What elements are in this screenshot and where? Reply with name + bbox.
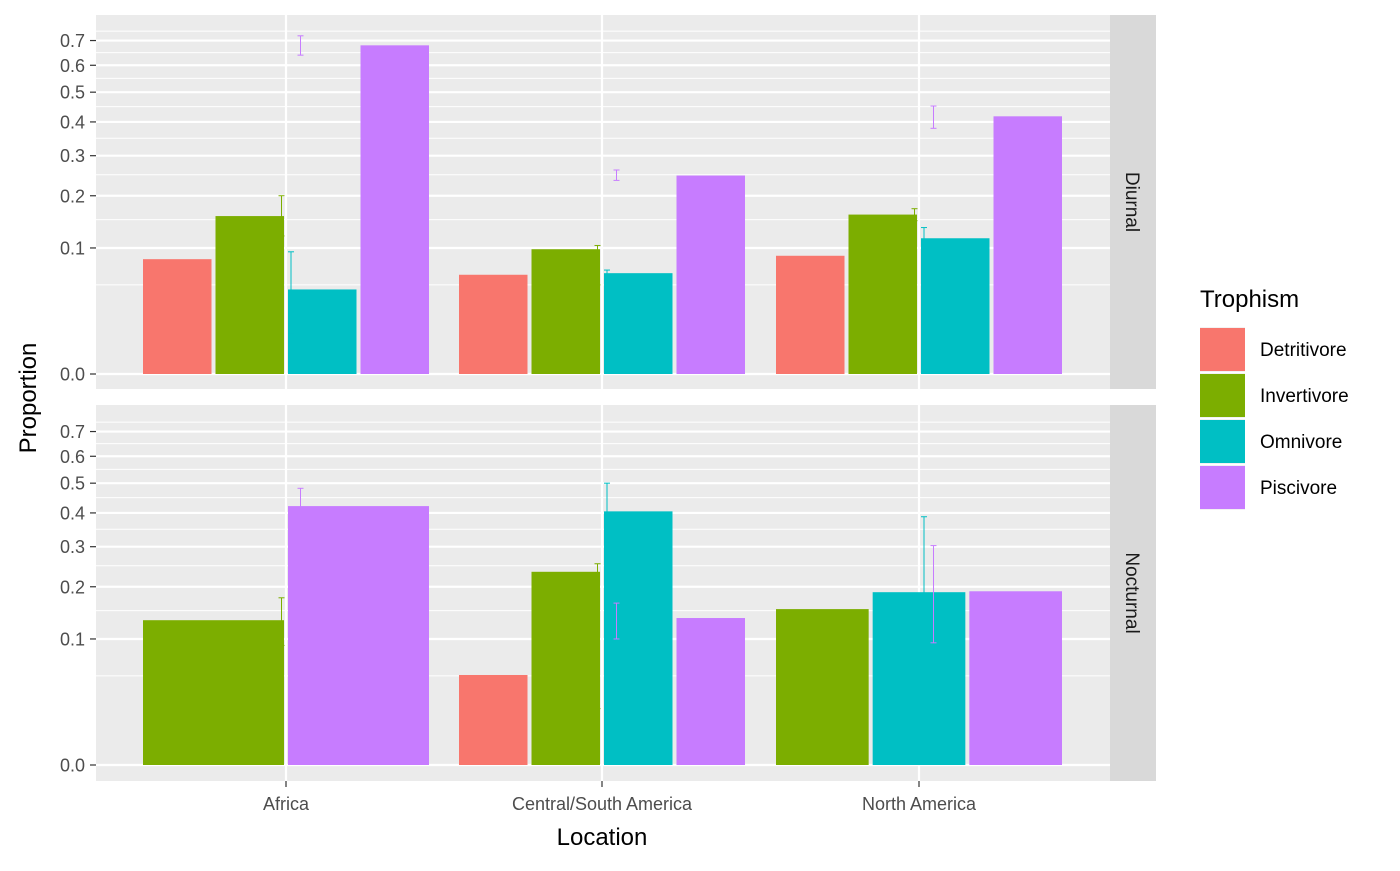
y-axis-title: Proportion — [15, 343, 42, 454]
bar-diurnal-north-america-omnivore — [921, 238, 990, 374]
bar-nocturnal-central-south-america-invertivore — [531, 571, 600, 765]
error-bar — [288, 251, 294, 335]
bar-nocturnal-central-south-america-omnivore — [604, 511, 673, 765]
y-tick-label: 0.1 — [60, 238, 85, 258]
y-tick-label: 0.2 — [60, 186, 85, 206]
bar-nocturnal-central-south-america-piscivore — [676, 618, 745, 765]
y-tick-label: 0.6 — [60, 56, 85, 76]
bar-diurnal-central-south-america-invertivore — [531, 249, 600, 374]
legend-swatch-detritivore — [1200, 328, 1245, 371]
facet-strip-label: Nocturnal — [1121, 552, 1142, 633]
bar-nocturnal-north-america-piscivore — [969, 591, 1062, 765]
legend-label-piscivore: Piscivore — [1260, 478, 1337, 499]
bar-diurnal-north-america-piscivore — [993, 116, 1062, 374]
y-tick-label: 0.0 — [60, 365, 85, 385]
error-bar — [297, 35, 304, 56]
error-bar — [594, 563, 601, 710]
legend-swatch-invertivore — [1200, 374, 1245, 417]
x-axis: Africa Central/South America North America — [263, 781, 977, 814]
facet-strip — [1110, 15, 1156, 389]
legend-swatch-omnivore — [1200, 420, 1245, 463]
bar-nocturnal-africa-piscivore — [288, 506, 429, 765]
bar-diurnal-africa-detritivore — [143, 259, 212, 374]
bar-diurnal-africa-omnivore — [288, 289, 357, 374]
error-bar — [930, 105, 937, 129]
bar-diurnal-africa-piscivore — [360, 45, 429, 374]
panel-diurnal: 0.0 0.1 0.2 0.3 0.4 0.5 0.6 0.7 Diurnal — [60, 15, 1156, 389]
legend-label-omnivore: Omnivore — [1260, 432, 1342, 453]
error-bar — [278, 195, 285, 237]
error-bar — [613, 602, 620, 640]
x-tick-label: Africa — [263, 794, 310, 814]
legend: Trophism Detritivore Invertivore Omnivore P… — [1200, 286, 1349, 510]
error-bar — [921, 227, 927, 249]
bar-diurnal-central-south-america-omnivore — [604, 273, 673, 374]
bar-diurnal-north-america-invertivore — [848, 214, 917, 374]
y-tick-label: 0.4 — [60, 503, 85, 523]
y-tick-label: 0.5 — [60, 83, 85, 103]
y-tick-label: 0.3 — [60, 146, 85, 166]
facet-strip — [1110, 405, 1156, 781]
y-tick-label: 0.1 — [60, 629, 85, 649]
y-tick-label: 0.6 — [60, 447, 85, 467]
legend-swatch-piscivore — [1200, 466, 1245, 509]
y-tick-label: 0.2 — [60, 577, 85, 597]
bar-nocturnal-africa-invertivore — [143, 620, 284, 765]
error-bar — [297, 487, 304, 527]
y-tick-label: 0.7 — [60, 422, 85, 442]
legend-title: Trophism — [1200, 286, 1299, 313]
bar-diurnal-north-america-detritivore — [776, 255, 845, 374]
y-tick-label: 0.0 — [60, 756, 85, 776]
error-bar — [604, 482, 610, 544]
x-tick-label: North America — [862, 794, 977, 814]
error-bar — [613, 169, 620, 181]
y-tick-label: 0.4 — [60, 112, 85, 132]
legend-label-invertivore: Invertivore — [1260, 386, 1349, 407]
error-bar — [921, 516, 927, 628]
bar-nocturnal-north-america-omnivore — [872, 592, 966, 765]
panel-nocturnal: 0.0 0.1 0.2 0.3 0.4 0.5 0.6 0.7 Nocturnal — [60, 405, 1156, 781]
bar-nocturnal-north-america-invertivore — [776, 609, 869, 765]
x-tick-label: Central/South America — [512, 794, 693, 814]
y-tick-label: 0.7 — [60, 31, 85, 51]
y-tick-label: 0.3 — [60, 537, 85, 557]
error-bar — [278, 597, 285, 646]
bar-diurnal-central-south-america-piscivore — [676, 175, 745, 374]
bar-diurnal-central-south-america-detritivore — [459, 274, 528, 374]
bar-diurnal-africa-invertivore — [215, 216, 284, 374]
facet-strip-label: Diurnal — [1121, 172, 1142, 232]
error-bar — [604, 269, 610, 286]
error-bar — [930, 545, 937, 644]
bar-nocturnal-central-south-america-detritivore — [459, 674, 528, 765]
error-bar — [594, 244, 601, 286]
legend-label-detritivore: Detritivore — [1260, 340, 1347, 361]
error-bar — [911, 208, 918, 222]
y-tick-label: 0.5 — [60, 474, 85, 494]
x-axis-title: Location — [557, 824, 648, 851]
